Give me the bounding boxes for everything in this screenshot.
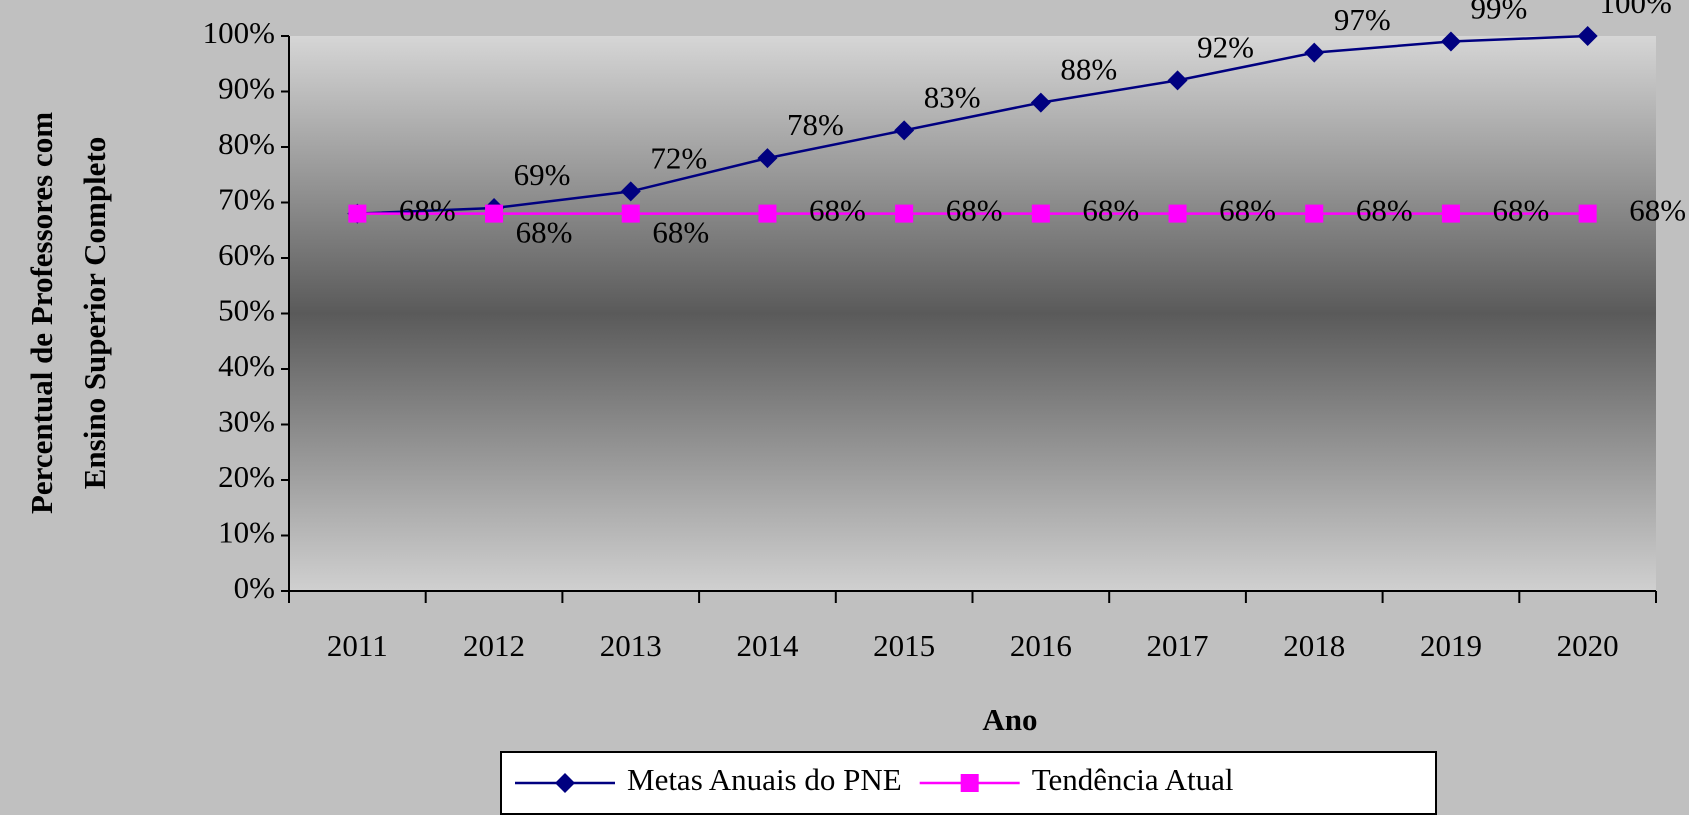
legend-label: Metas Anuais do PNE xyxy=(627,762,902,797)
data-label: 68% xyxy=(1493,193,1550,228)
data-label: 68% xyxy=(809,193,866,228)
x-tick-label: 2013 xyxy=(600,628,662,663)
y-tick-label: 10% xyxy=(218,515,275,550)
marker xyxy=(1577,26,1598,46)
y-tick-label: 100% xyxy=(203,15,275,50)
x-tick-label: 2017 xyxy=(1147,628,1209,663)
y-axis-title-line: Percentual de Professores com xyxy=(24,112,59,514)
marker xyxy=(1441,204,1460,223)
marker xyxy=(1304,42,1325,63)
marker xyxy=(1305,204,1324,223)
y-tick-label: 60% xyxy=(218,237,275,272)
y-tick-label: 80% xyxy=(218,126,275,161)
data-label: 99% xyxy=(1471,0,1528,26)
data-label: 69% xyxy=(514,157,571,192)
data-label: 97% xyxy=(1334,2,1391,37)
data-label: 68% xyxy=(1082,193,1139,228)
y-tick-label: 90% xyxy=(218,71,275,106)
marker xyxy=(960,774,979,792)
x-tick-label: 2012 xyxy=(463,628,525,663)
marker xyxy=(621,204,640,223)
data-label: 88% xyxy=(1060,52,1117,87)
x-tick-label: 2014 xyxy=(736,628,799,663)
marker xyxy=(1578,204,1597,223)
marker xyxy=(1168,204,1187,223)
marker xyxy=(758,204,777,223)
y-tick-label: 70% xyxy=(218,182,275,217)
data-label: 68% xyxy=(1356,193,1413,228)
data-label: 100% xyxy=(1599,0,1671,20)
data-label: 72% xyxy=(650,141,707,176)
y-axis-title-line: Ensino Superior Completo xyxy=(77,137,112,490)
x-tick-label: 2018 xyxy=(1283,628,1345,663)
x-tick-label: 2016 xyxy=(1010,628,1072,663)
data-label: 68% xyxy=(652,215,709,250)
x-axis-title: Ano xyxy=(982,702,1037,737)
marker xyxy=(485,204,504,223)
y-axis-title: Percentual de Professores com Ensino Sup… xyxy=(24,112,112,514)
y-tick-label: 40% xyxy=(218,348,275,383)
legend xyxy=(500,751,1437,815)
marker xyxy=(555,773,575,793)
y-tick-label: 0% xyxy=(234,570,275,605)
data-label: 68% xyxy=(1629,193,1686,228)
data-label: 68% xyxy=(516,215,573,250)
y-tick-label: 50% xyxy=(218,293,275,328)
data-label: 68% xyxy=(1219,193,1276,228)
x-tick-label: 2020 xyxy=(1557,628,1619,663)
y-tick-label: 30% xyxy=(218,404,275,439)
x-tick-label: 2019 xyxy=(1420,628,1482,663)
marker xyxy=(757,148,778,169)
marker xyxy=(348,204,367,223)
series-line xyxy=(357,34,1588,215)
marker xyxy=(895,204,914,223)
plot-area xyxy=(289,36,1656,591)
marker xyxy=(1440,31,1461,52)
data-label: 92% xyxy=(1197,30,1254,65)
marker xyxy=(1031,204,1050,223)
x-tick-label: 2011 xyxy=(327,628,388,663)
marker xyxy=(1030,92,1051,113)
marker xyxy=(1167,70,1188,91)
data-label: 78% xyxy=(787,107,844,142)
legend-label: Tendência Atual xyxy=(1032,762,1234,797)
data-label: 68% xyxy=(399,193,456,228)
data-label: 68% xyxy=(946,193,1003,228)
data-label: 83% xyxy=(924,79,981,114)
y-tick-label: 20% xyxy=(218,459,275,494)
marker xyxy=(620,181,641,202)
marker xyxy=(894,120,915,141)
x-tick-label: 2015 xyxy=(873,628,935,663)
